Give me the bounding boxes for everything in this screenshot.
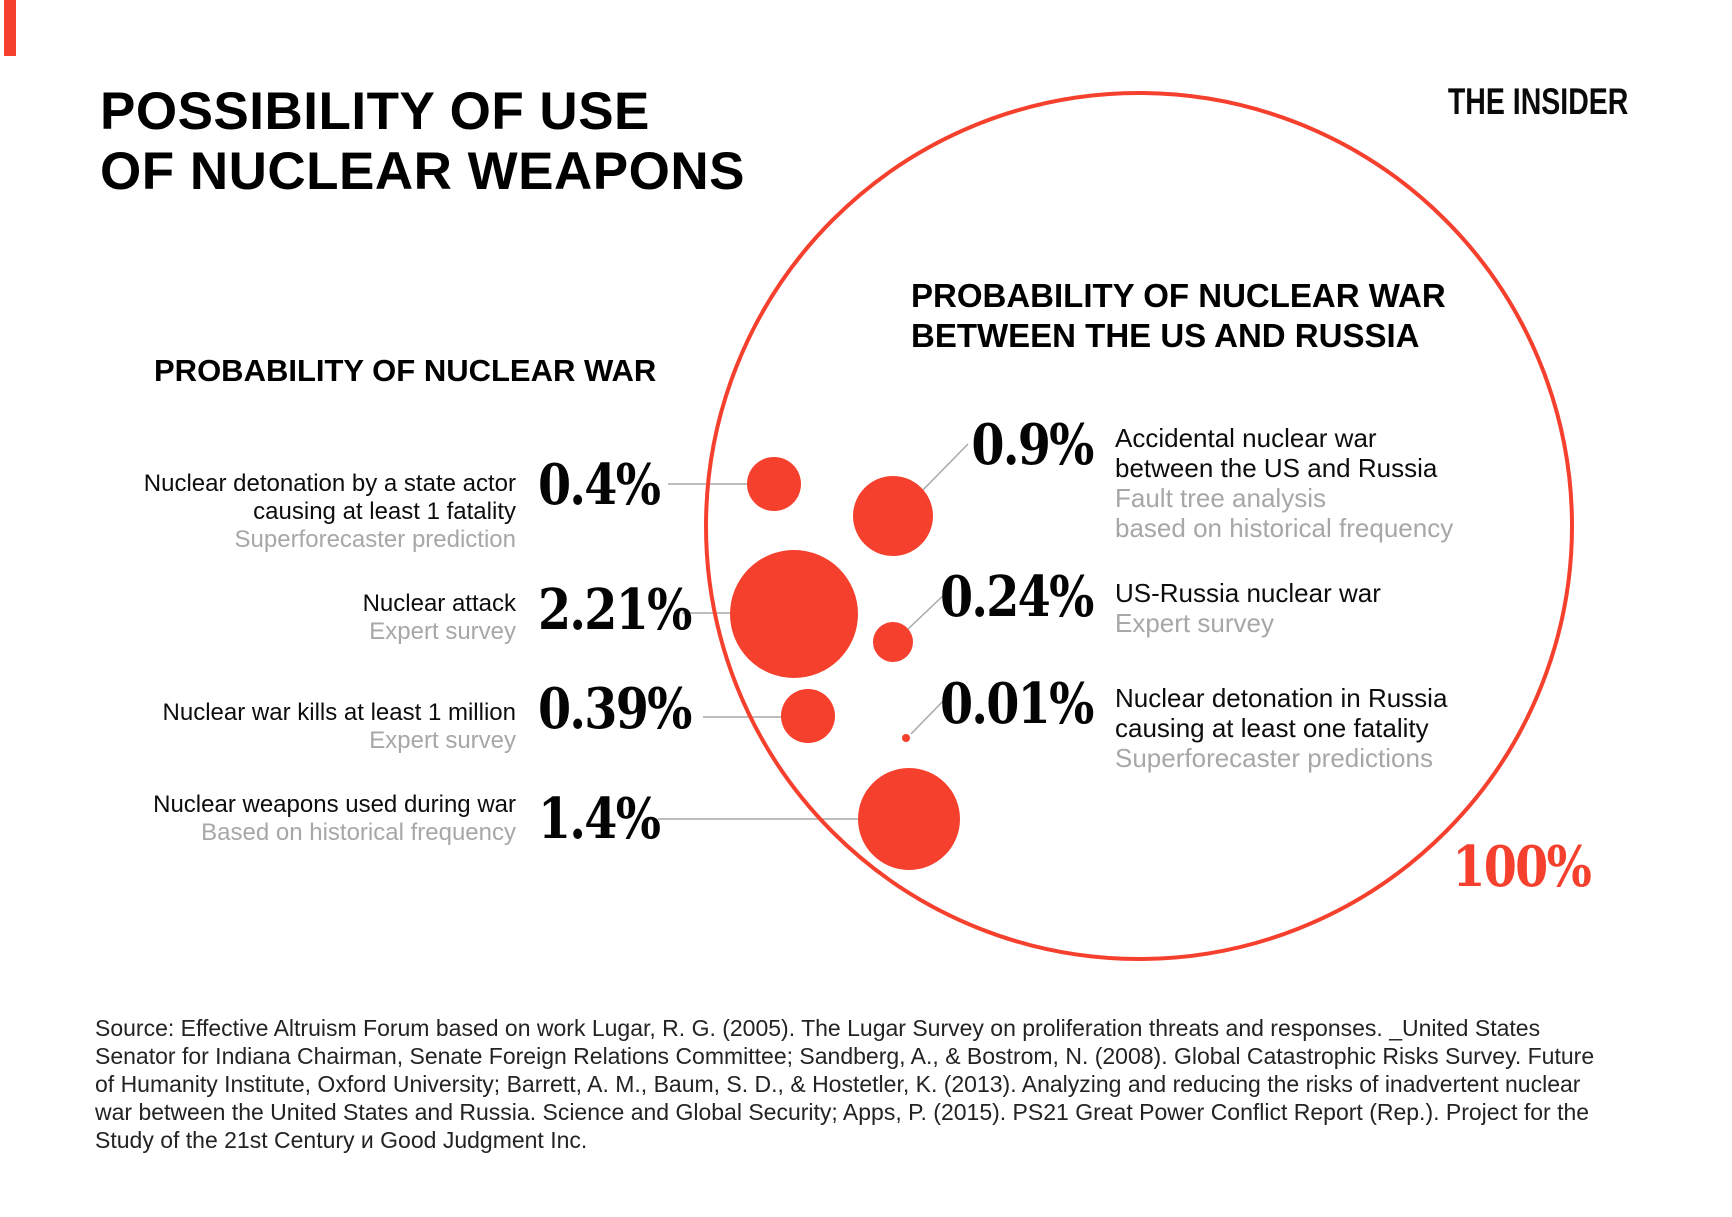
right-row-label: US-Russia nuclear war Expert survey [1115, 578, 1381, 638]
source-line: war between the United States and Russia… [95, 1099, 1590, 1125]
row-label-line: causing at least 1 fatality [253, 498, 516, 525]
left-row-label: Nuclear attack Expert survey [363, 590, 516, 646]
left-row-label: Nuclear war kills at least 1 million Exp… [163, 699, 516, 755]
probability-value: 1.4% [538, 786, 661, 852]
row-method-label: Superforecaster prediction [234, 526, 516, 553]
outer-100-percent-circle [704, 91, 1574, 961]
row-label-line: Nuclear attack [362, 590, 516, 617]
probability-value: 0.4% [538, 452, 661, 518]
left-section-heading: PROBABILITY OF NUCLEAR WAR [154, 353, 657, 388]
row-method-label: Superforecaster predictions [1115, 743, 1433, 773]
row-label-line: between the US and Russia [1115, 453, 1438, 483]
row-method-label: Expert survey [1115, 608, 1274, 638]
leader-line [910, 696, 948, 735]
probability-bubble-0.01 [902, 734, 910, 742]
brand-corner-mark [4, 0, 16, 56]
row-method-label: Fault tree analysis [1115, 483, 1326, 513]
left-row-label: Nuclear detonation by a state actor caus… [144, 470, 516, 554]
right-section-heading-line1: PROBABILITY OF NUCLEAR WAR [911, 277, 1446, 314]
right-section-heading-line2: BETWEEN THE US AND RUSSIA [911, 317, 1420, 354]
row-label-line: Nuclear weapons used during war [153, 791, 516, 818]
row-method-label: based on historical frequency [1115, 513, 1454, 543]
row-label-line: Nuclear war kills at least 1 million [162, 699, 516, 726]
probability-bubble-0.9 [853, 476, 933, 556]
row-method-label: Expert survey [369, 618, 516, 645]
left-row-label: Nuclear weapons used during war Based on… [153, 791, 516, 847]
right-row-label: Accidental nuclear war between the US an… [1115, 423, 1453, 543]
total-100-percent-label: 100% [1452, 834, 1591, 900]
probability-bubble-1.4 [858, 768, 960, 870]
probability-value: 0.01% [940, 671, 1094, 737]
source-line: of Humanity Institute, Oxford University… [95, 1071, 1581, 1097]
page-title-line1: POSSIBILITY OF USE [100, 82, 650, 141]
brand-logo: THE INSIDER [1447, 81, 1628, 122]
row-label-line: Nuclear detonation in Russia [1115, 683, 1448, 713]
probability-bubble-0.24 [873, 622, 913, 662]
probability-value: 0.39% [538, 676, 692, 742]
row-method-label: Based on historical frequency [201, 819, 516, 846]
row-label-line: US-Russia nuclear war [1115, 578, 1381, 608]
probability-bubble-0.4 [747, 457, 801, 511]
right-section-heading: PROBABILITY OF NUCLEAR WAR BETWEEN THE U… [911, 276, 1446, 356]
right-row-label: Nuclear detonation in Russia causing at … [1115, 683, 1447, 773]
probability-value: 2.21% [538, 577, 692, 643]
row-label-line: causing at least one fatality [1115, 713, 1429, 743]
leader-line [906, 591, 948, 631]
page-title-line2: OF NUCLEAR WEAPONS [100, 142, 745, 201]
source-citation: Source: Effective Altruism Forum based o… [95, 1014, 1594, 1154]
probability-bubble-0.39 [781, 689, 835, 743]
source-line: Senator for Indiana Chairman, Senate For… [95, 1043, 1595, 1069]
page-title: POSSIBILITY OF USE OF NUCLEAR WEAPONS [100, 82, 745, 202]
source-line: Study of the 21st Century и Good Judgmen… [95, 1127, 588, 1153]
row-label-line: Nuclear detonation by a state actor [143, 470, 516, 497]
leader-line [920, 443, 969, 493]
probability-bubble-2.21 [730, 550, 858, 678]
row-method-label: Expert survey [369, 727, 516, 754]
row-label-line: Accidental nuclear war [1115, 423, 1377, 453]
probability-value: 0.9% [971, 412, 1095, 478]
source-line: Source: Effective Altruism Forum based o… [95, 1015, 1541, 1041]
probability-value: 0.24% [940, 564, 1094, 630]
